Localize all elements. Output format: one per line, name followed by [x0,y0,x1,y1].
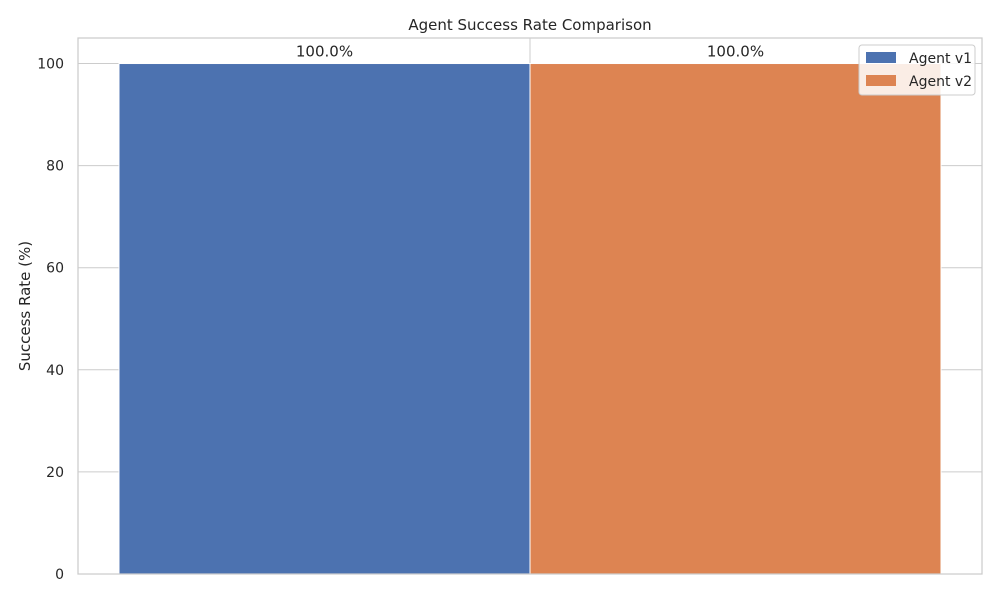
chart-title: Agent Success Rate Comparison [408,16,651,34]
legend-label-agent-v2: Agent v2 [909,74,972,90]
y-tick-label-0: 0 [55,567,64,583]
y-tick-label-20: 20 [46,465,64,481]
y-ticks: 0 20 40 60 80 100 [37,57,64,583]
bars [118,63,942,575]
legend-label-agent-v1: Agent v1 [909,51,972,67]
plot-frame [77,37,983,575]
bar-agent-v1 [118,63,531,575]
legend-swatch-agent-v1 [866,52,896,63]
bar-agent-v2 [529,63,942,575]
y-tick-label-40: 40 [46,363,64,379]
y-axis-label: Success Rate (%) [16,241,34,371]
data-labels: 100.0% 100.0% [296,43,764,61]
data-label-agent-v2: 100.0% [707,43,764,61]
legend-swatch-agent-v2 [866,75,896,86]
legend: Agent v1 Agent v2 [858,44,976,96]
y-tick-label-60: 60 [46,261,64,277]
y-tick-label-80: 80 [46,159,64,175]
y-tick-label-100: 100 [37,57,64,73]
data-label-agent-v1: 100.0% [296,43,353,61]
